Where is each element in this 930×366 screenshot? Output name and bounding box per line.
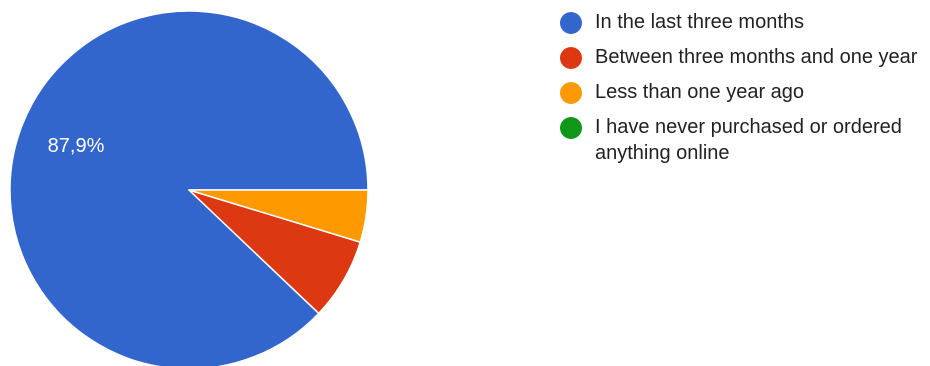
legend-item-three-months-to-one-year[interactable]: Between three months and one year: [560, 44, 930, 70]
pie-chart: 87,9%: [9, 10, 369, 366]
legend-item-never-purchased[interactable]: I have never purchased or ordered anythi…: [560, 114, 930, 166]
legend-swatch-less-than-one-year: [560, 82, 582, 104]
legend-swatch-never-purchased: [560, 117, 582, 139]
chart-legend: In the last three months Between three m…: [560, 9, 930, 175]
legend-swatch-three-months-to-one-year: [560, 47, 582, 69]
legend-label-less-than-one-year: Less than one year ago: [595, 81, 805, 103]
pie-slice-last-three-months[interactable]: [9, 10, 369, 366]
legend-swatch-last-three-months: [560, 12, 582, 34]
legend-label-three-months-to-one-year: Between three months and one year: [595, 46, 918, 68]
legend-label-never-purchased: I have never purchased or ordered anythi…: [595, 116, 902, 164]
legend-item-less-than-one-year[interactable]: Less than one year ago: [560, 79, 930, 105]
pie-slice-less-than-one-year[interactable]: [188, 189, 369, 243]
legend-item-last-three-months[interactable]: In the last three months: [560, 9, 930, 35]
pie-value-label-last-three-months: 87,9%: [48, 135, 105, 157]
legend-label-last-three-months: In the last three months: [595, 11, 805, 33]
